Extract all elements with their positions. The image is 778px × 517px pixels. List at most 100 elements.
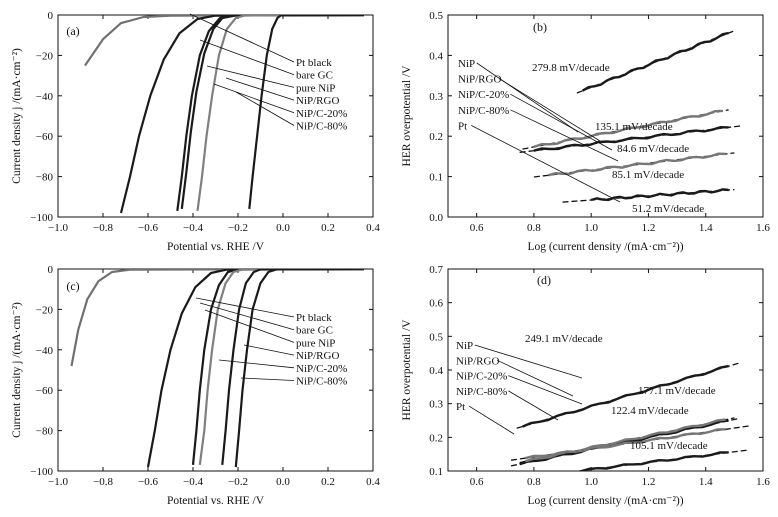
x-tick-label: 0.0	[276, 222, 290, 234]
x-tick-label: 0.6	[470, 476, 484, 488]
x-tick-label: 1.4	[699, 222, 713, 234]
series-line-pure-nip	[146, 269, 365, 468]
y-tick-label: 0.0	[429, 212, 443, 224]
x-tick-label: 1.6	[756, 222, 770, 234]
x-tick-label: 0.4	[366, 222, 380, 234]
panel-d: 0.6 0.8 1.0 1.2 1.4 1.6 0.1 0.2 0.3 0.4 0.5 0.6 0.7 L…	[401, 264, 770, 507]
series-line-pure-nip	[119, 15, 365, 214]
y-tick-label: 0.5	[429, 331, 443, 343]
y-tick-label: 0.1	[429, 466, 443, 478]
y-tick-label: 0.7	[429, 264, 443, 276]
tafel-data-nip-c-20-	[533, 125, 729, 152]
x-tick-label: 0.8	[527, 222, 541, 234]
legend-leader-line	[471, 125, 621, 203]
x-tick-label: −0.6	[138, 476, 158, 488]
series-line-pt-black	[234, 269, 365, 468]
x-tick-label: 0.4	[366, 476, 380, 488]
tafel-data-nip	[522, 364, 729, 428]
slope-annotation: 249.1 mV/decade	[525, 333, 603, 345]
slope-annotation: 177.1 mV/decade	[638, 385, 716, 397]
data-layer	[510, 362, 749, 471]
tafel-data-nip	[581, 31, 729, 92]
legend-leader-line	[204, 309, 295, 343]
legend-leader-line	[195, 297, 295, 318]
legend-leader-line	[199, 39, 295, 76]
legend-leader-line	[476, 62, 579, 133]
y-tick-label: −20	[36, 304, 54, 316]
panel-label: (a)	[66, 24, 79, 38]
y-tick-label: 0.1	[429, 172, 443, 184]
legend-leader-line	[206, 65, 295, 88]
x-tick-label: −0.2	[228, 476, 248, 488]
y-tick-label: 0.2	[429, 131, 443, 143]
legend-item: NiP	[458, 58, 475, 70]
y-tick-label: −80	[36, 426, 54, 438]
y-tick-label: 0.2	[429, 432, 443, 444]
legend-leader-line	[498, 78, 601, 142]
slope-annotation: 122.4 mV/decade	[611, 405, 689, 417]
x-tick-label: −0.4	[183, 222, 203, 234]
x-tick-label: 1.2	[642, 476, 656, 488]
x-tick-label: 0.0	[276, 476, 290, 488]
series-line-nip-rgo	[191, 269, 365, 466]
legend-item: NiP/C-20%	[296, 363, 347, 375]
legend-item: NiP/RGO	[458, 74, 501, 86]
legend-item: Pt	[458, 120, 467, 132]
legend-leader-line	[235, 91, 295, 126]
legend-item: bare GC	[296, 70, 333, 82]
legend-leader-line	[510, 93, 613, 151]
legend-item: pure NiP	[296, 82, 335, 94]
legend-item: Pt	[456, 401, 465, 413]
legend-leader-line	[218, 359, 295, 369]
slope-annotation: 51.2 mV/decade	[632, 203, 704, 215]
y-axis-label: HER overpotential /V	[401, 319, 413, 421]
x-axis-label: Log (current density /(mA·cm⁻²))	[527, 495, 683, 507]
tafel-data-pt	[590, 188, 729, 202]
series-line-bare-gc	[84, 15, 365, 67]
series-line-pt-black	[248, 15, 365, 210]
y-tick-label: 0.4	[429, 50, 443, 62]
x-tick-label: 1.0	[584, 222, 598, 234]
y-tick-label: 0.3	[429, 91, 443, 103]
legend-item: bare GC	[296, 325, 333, 337]
y-tick-label: −40	[36, 91, 54, 103]
y-tick-label: 0.6	[429, 298, 443, 310]
series-line-nip-c-80-	[221, 269, 365, 466]
y-axis-label: HER overpotential /V	[401, 65, 413, 167]
legend-leader-line	[468, 405, 515, 435]
legend-leader-line	[199, 302, 295, 331]
legend-leader-line	[474, 344, 583, 379]
y-tick-label: −60	[36, 131, 54, 143]
y-axis-label: Current density j /(mA·cm⁻²)	[11, 302, 23, 438]
y-tick-label: −80	[36, 172, 54, 184]
legend-item: NiP/C-20%	[296, 108, 347, 120]
x-tick-label: −0.2	[228, 222, 248, 234]
legend-item: NiP/C-80%	[456, 386, 507, 398]
y-tick-label: 0.4	[429, 365, 443, 377]
legend-leader-line	[213, 83, 295, 114]
legend-leader-line	[497, 359, 574, 397]
x-tick-label: 1.6	[756, 476, 770, 488]
x-tick-label: −1.0	[48, 476, 68, 488]
legend-item: NiP/RGO	[456, 355, 499, 367]
x-tick-label: 0.8	[527, 476, 541, 488]
y-tick-label: −20	[36, 50, 54, 62]
x-tick-label: 0.2	[321, 476, 335, 488]
legend-item: NiP/C-80%	[296, 376, 347, 388]
legend-item: Pt black	[296, 57, 332, 69]
x-tick-label: 0.2	[321, 222, 335, 234]
y-tick-label: 0.5	[429, 10, 443, 22]
y-tick-label: 0	[48, 10, 54, 22]
y-tick-label: −40	[36, 345, 54, 357]
legend-leader-line	[508, 390, 559, 421]
slope-annotation: 135.1 mV/decade	[595, 121, 673, 133]
panel-label: (d)	[537, 273, 551, 287]
x-tick-label: 1.4	[699, 476, 713, 488]
data-layer	[84, 15, 365, 214]
tafel-data-nip-c-80-	[524, 428, 726, 460]
slope-annotation: 105.1 mV/decade	[630, 440, 708, 452]
legend-item: NiP	[456, 340, 473, 352]
x-axis-label: Log (current density /(mA·cm⁻²))	[527, 241, 683, 253]
data-layer	[70, 269, 365, 468]
